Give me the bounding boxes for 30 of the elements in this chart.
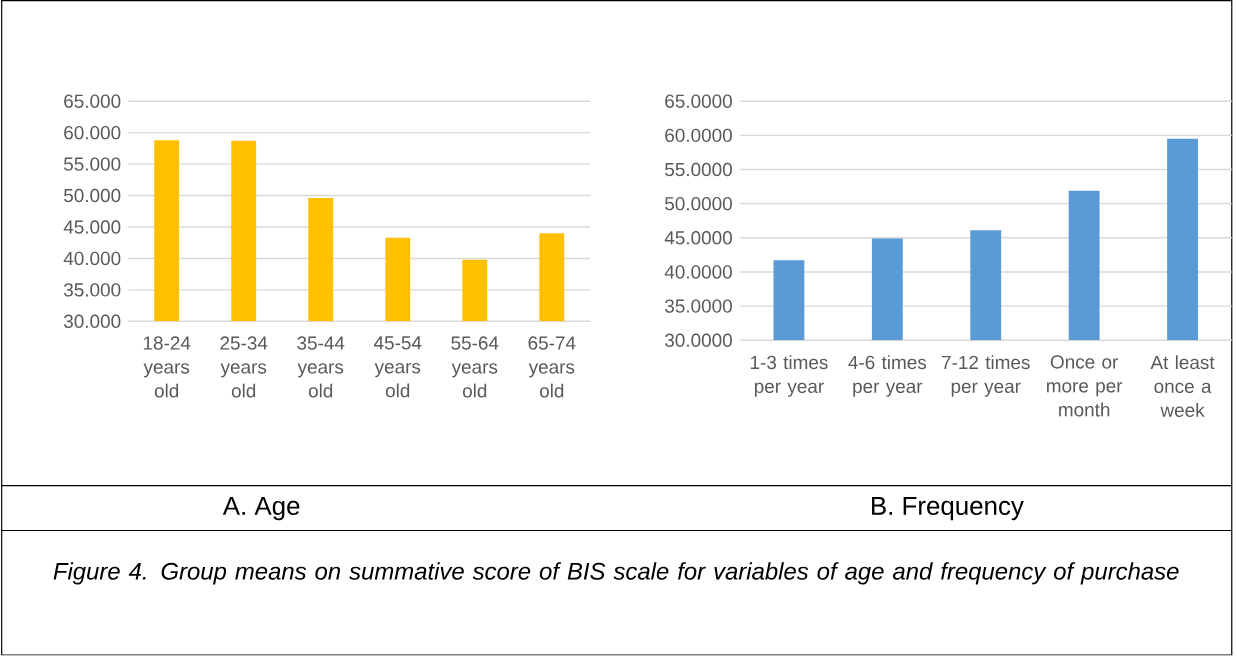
text: B. Frequency [872, 497, 1024, 521]
x-tick-label: 65-74 years old [528, 336, 576, 398]
x-tick-label: 7-12 times per year [942, 355, 1030, 398]
y-tick-label: 65.000 [64, 94, 121, 109]
y-tick-label: 55.000 [64, 157, 121, 171]
text: A. Age [222, 497, 300, 521]
y-tick-label: 30.000 [63, 314, 121, 329]
x-tick-label: At least once a week [1150, 355, 1215, 418]
x-tick-label: 35-44 years old [297, 336, 345, 398]
y-tick-label: 55.0000 [665, 163, 732, 177]
y-tick-label: 50.0000 [665, 197, 732, 211]
y-tick-label: 60.0000 [665, 128, 732, 143]
y-tick-label: 35.000 [63, 283, 121, 297]
y-tick-label: 30.0000 [665, 333, 732, 348]
x-tick-label: 55-64 years old [451, 336, 499, 398]
y-tick-label: 45.000 [63, 220, 121, 234]
x-tick-label: 1-3 times per year [750, 355, 828, 398]
caption: Figure 4. Group means on summative score of BIS scale for variables of age and frequency of purchase [53, 562, 1179, 585]
y-tick-label: 65.0000 [665, 94, 732, 109]
x-tick-label: 45-54 years old [373, 336, 422, 398]
x-tick-label: 25-34 years old [220, 336, 268, 398]
y-tick-label: 50.000 [64, 189, 121, 203]
x-tick-label: Once or more per month [1047, 355, 1123, 417]
x-tick-label: 18-24 years old [143, 336, 191, 398]
y-tick-label: 40.0000 [664, 265, 732, 279]
y-tick-label: 40.000 [63, 251, 121, 266]
y-tick-label: 45.0000 [664, 231, 732, 245]
y-tick-label: 60.000 [64, 126, 121, 140]
y-tick-label: 35.0000 [665, 299, 732, 313]
x-tick-label: 4-6 times per year [848, 355, 927, 398]
